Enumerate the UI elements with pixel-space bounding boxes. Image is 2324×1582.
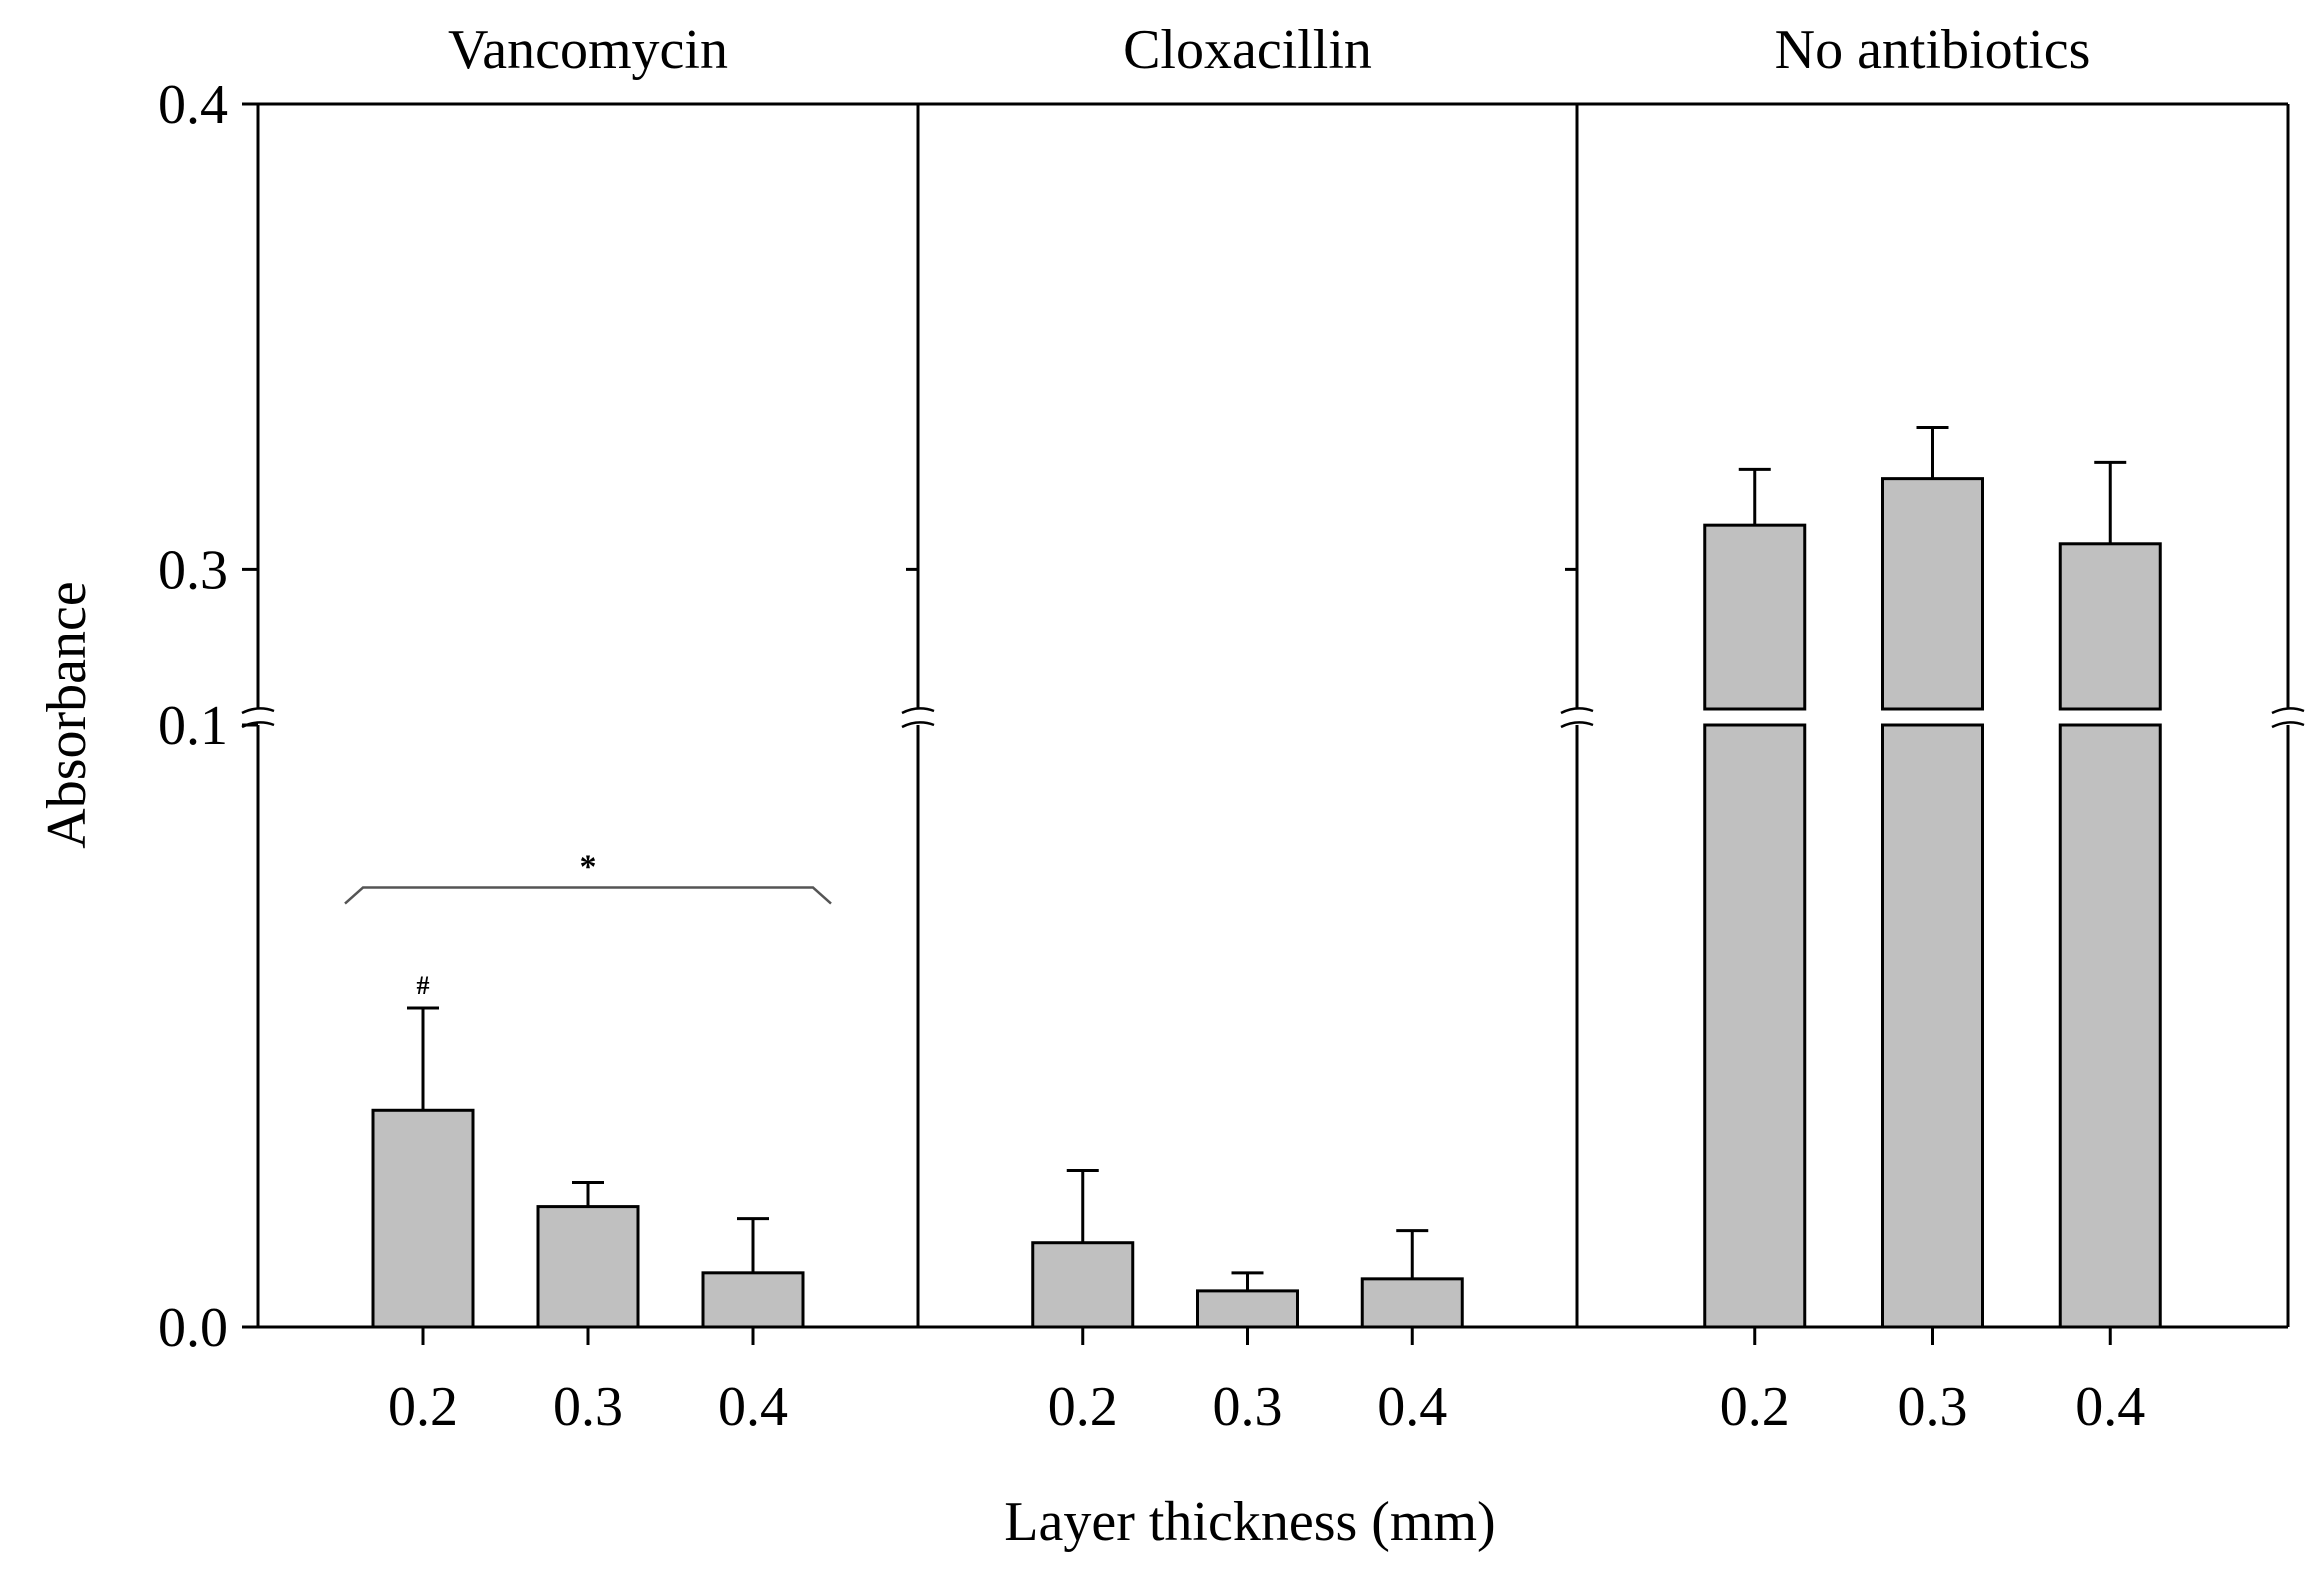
panel-title: Vancomycin <box>448 19 728 81</box>
x-tick-label: 0.2 <box>1048 1376 1118 1438</box>
panel-2: Cloxacillin 0.2 0.3 0.4 <box>1031 19 1464 1438</box>
bar-lower-segment <box>2058 723 2162 1329</box>
bar-lower-segment <box>1881 723 1984 1329</box>
axis-break-mark <box>2271 707 2305 715</box>
bar-group <box>2058 460 2162 1329</box>
axis-break-mark <box>2271 721 2305 729</box>
x-tick-label: 0.3 <box>1213 1376 1283 1438</box>
panel-title: Cloxacillin <box>1123 19 1372 81</box>
bar-group <box>1031 1168 1135 1329</box>
annotation-hash: # <box>417 971 430 1000</box>
significance-asterisk: * <box>580 849 597 886</box>
bar-group <box>1360 1229 1464 1329</box>
bar-group <box>371 1006 475 1329</box>
x-tick-label: 0.3 <box>1898 1376 1968 1438</box>
bar-lower-segment <box>1703 723 1807 1329</box>
panel-1: Vancomycin 0.2 0.3 0.4 # * <box>344 19 832 1438</box>
bar <box>1196 1289 1299 1329</box>
axis-break-mark <box>901 707 935 715</box>
x-axis-label: Layer thickness (mm) <box>1004 1491 1495 1553</box>
bar <box>701 1271 805 1329</box>
bar-upper-segment <box>1881 477 1984 711</box>
axis-break-mark <box>241 707 275 715</box>
x-tick-label: 0.4 <box>1377 1376 1447 1438</box>
bar <box>536 1205 640 1329</box>
y-tick-label: 0.4 <box>158 74 228 136</box>
bar <box>371 1108 475 1329</box>
y-axis-label: Absorbance <box>36 581 98 848</box>
axis-break-mark <box>1560 707 1594 715</box>
chart-axes: 0.0 0.1 0.3 0.4 <box>158 74 2305 1359</box>
x-tick-label: 0.4 <box>718 1376 788 1438</box>
bar-upper-segment <box>2058 542 2162 711</box>
x-tick-label: 0.3 <box>553 1376 623 1438</box>
bar-group <box>536 1181 640 1329</box>
x-tick-label: 0.2 <box>388 1376 458 1438</box>
significance-bracket <box>344 886 832 905</box>
chart-panels: Vancomycin 0.2 0.3 0.4 # * Cloxacillin 0.2 0.3 0.… <box>344 19 2162 1438</box>
y-tick-label: 0.0 <box>158 1297 228 1359</box>
panel-title: No antibiotics <box>1775 19 2091 81</box>
bar-group <box>1881 425 1984 1329</box>
x-tick-label: 0.4 <box>2075 1376 2145 1438</box>
bar-group <box>1196 1271 1299 1329</box>
bar <box>1031 1241 1135 1329</box>
bar-group <box>1703 467 1807 1329</box>
axis-break-mark <box>1560 721 1594 729</box>
bar-upper-segment <box>1703 523 1807 711</box>
bar-group <box>701 1217 805 1329</box>
panel-3: No antibiotics 0.2 0.3 0.4 <box>1703 19 2162 1438</box>
x-tick-label: 0.2 <box>1720 1376 1790 1438</box>
y-tick-label: 0.1 <box>158 695 228 757</box>
y-tick-label: 0.3 <box>158 539 228 601</box>
axis-break-mark <box>901 721 935 729</box>
bar <box>1360 1277 1464 1329</box>
